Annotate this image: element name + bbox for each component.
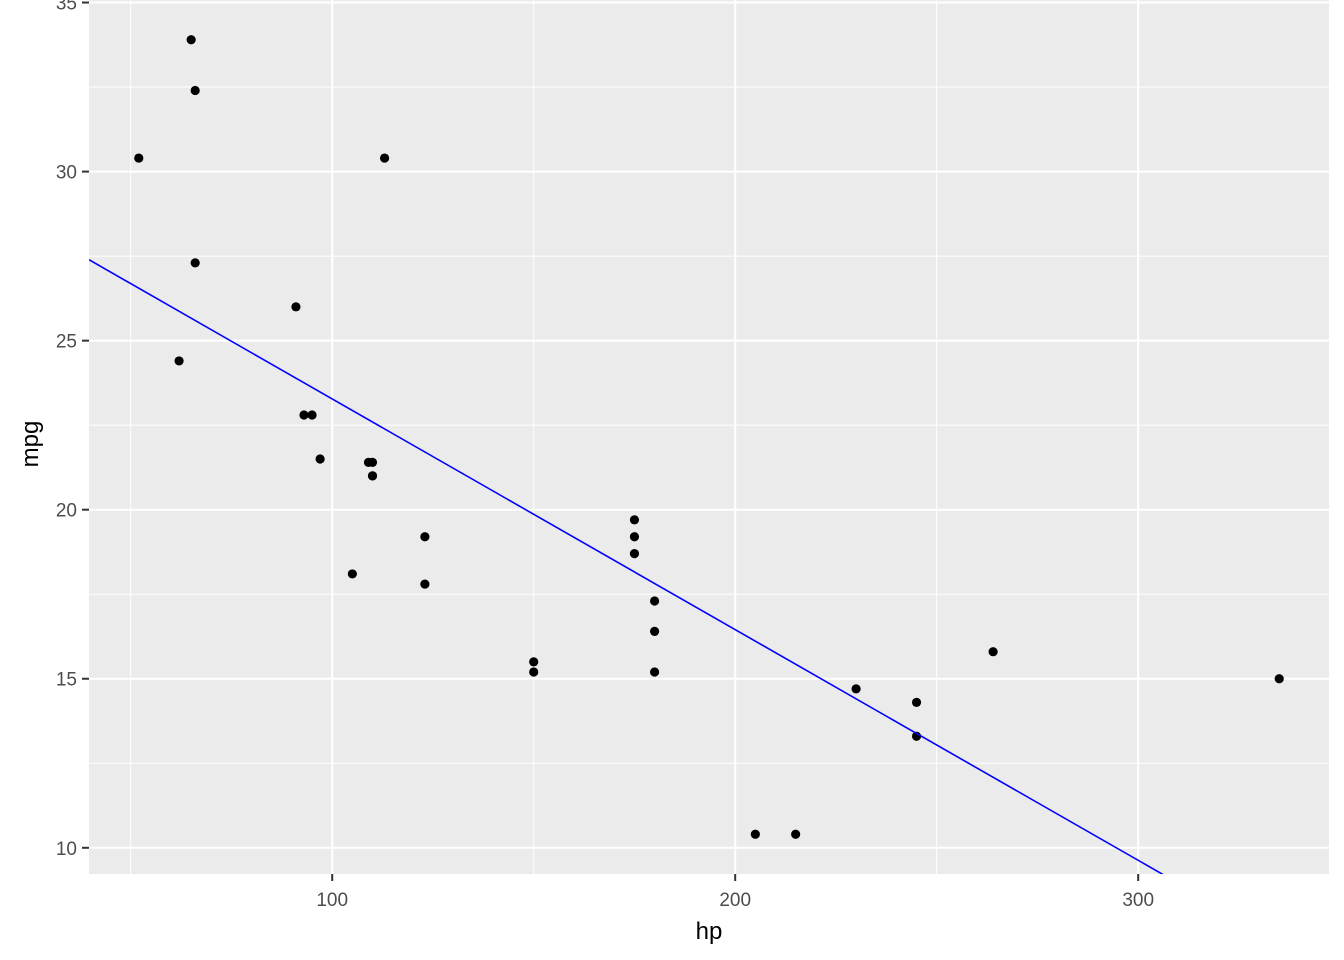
data-point: [420, 579, 430, 589]
data-point: [315, 454, 325, 464]
y-axis-title: mpg: [17, 421, 44, 468]
y-axis-ticks: 10 15 20 25 30 35: [56, 0, 89, 860]
data-point: [347, 569, 357, 579]
data-point: [299, 410, 309, 420]
data-point: [629, 532, 640, 542]
data-point: [367, 471, 378, 481]
x-tick-label: 100: [316, 890, 348, 911]
data-point: [649, 667, 660, 677]
data-point: [750, 829, 760, 839]
plot-panel: [89, 0, 1329, 874]
y-tick-label: 20: [56, 501, 77, 522]
data-point: [851, 684, 861, 694]
y-tick-label: 25: [56, 332, 77, 353]
y-tick-label: 15: [56, 670, 77, 691]
regression-line: [89, 259, 1164, 874]
data-point: [791, 829, 801, 839]
x-axis-ticks: 100 200 300: [316, 874, 1154, 911]
x-tick-label: 200: [719, 890, 751, 911]
data-point: [649, 626, 660, 637]
y-tick-label: 35: [56, 0, 77, 15]
data-point: [190, 258, 200, 268]
data-point: [307, 410, 317, 420]
data-point: [291, 302, 301, 312]
data-point: [988, 647, 998, 657]
x-tick-label: 300: [1122, 890, 1154, 911]
data-point: [529, 667, 539, 677]
data-point: [629, 515, 640, 525]
major-gridlines: [89, 0, 1329, 874]
data-point: [420, 532, 430, 542]
data-point: [186, 35, 196, 45]
minor-gridlines: [89, 0, 1329, 874]
y-tick-label: 10: [56, 839, 77, 860]
data-points: [134, 35, 1284, 839]
y-tick-label: 30: [56, 163, 77, 184]
data-point: [529, 657, 539, 667]
data-point: [134, 153, 144, 163]
data-point: [649, 596, 660, 606]
data-point: [629, 549, 640, 559]
data-point: [911, 697, 922, 708]
data-point: [379, 153, 390, 163]
data-point: [363, 457, 374, 467]
x-axis-title: hp: [696, 918, 723, 945]
data-point: [174, 356, 184, 366]
data-point: [190, 85, 200, 96]
data-point: [1274, 674, 1284, 684]
